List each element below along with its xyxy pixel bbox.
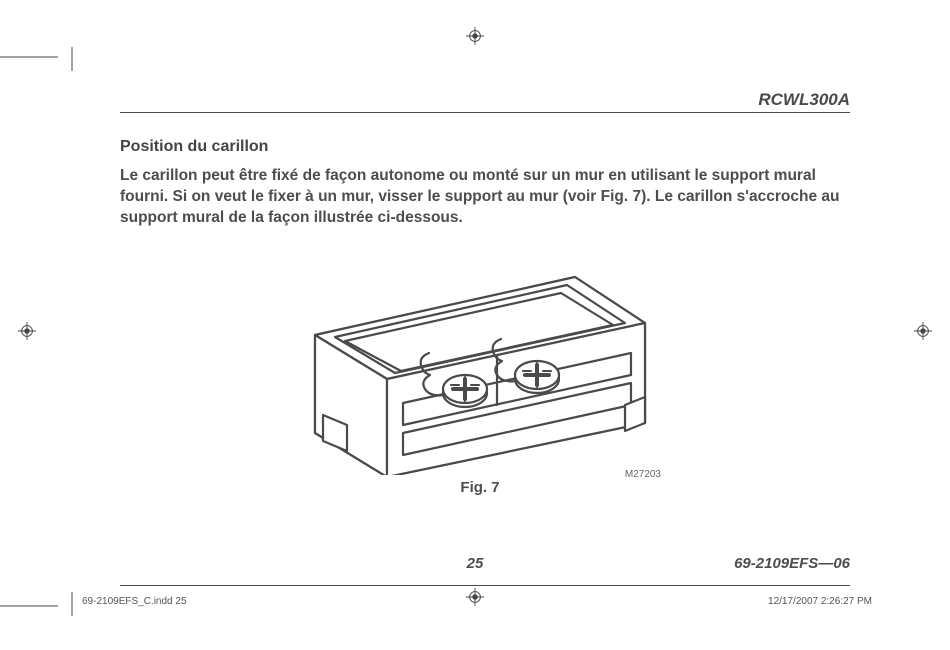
registration-mark-icon [466, 27, 484, 45]
figure-caption: Fig. 7 [460, 479, 499, 496]
slug-filename: 69-2109EFS_C.indd 25 [82, 596, 187, 607]
divider [120, 112, 850, 113]
model-number: RCWL300A [758, 90, 850, 110]
crop-mark-icon [0, 47, 80, 82]
document-number: 69-2109EFS—06 [734, 555, 850, 572]
figure-code: M27203 [625, 469, 661, 480]
section-body: Le carillon peut être fixé de façon auto… [120, 166, 850, 229]
registration-mark-icon [466, 588, 484, 606]
divider [120, 585, 850, 586]
slug-timestamp: 12/17/2007 2:26:27 PM [768, 596, 872, 607]
registration-mark-icon [914, 322, 932, 340]
section-title: Position du carillon [120, 138, 850, 156]
registration-mark-icon [18, 322, 36, 340]
figure: Fig. 7 M27203 [275, 255, 675, 497]
page-number: 25 [467, 555, 484, 572]
bracket-line-drawing-icon [275, 255, 675, 475]
content-area: Position du carillon Le carillon peut êt… [120, 138, 850, 229]
crop-mark-icon [0, 586, 80, 621]
